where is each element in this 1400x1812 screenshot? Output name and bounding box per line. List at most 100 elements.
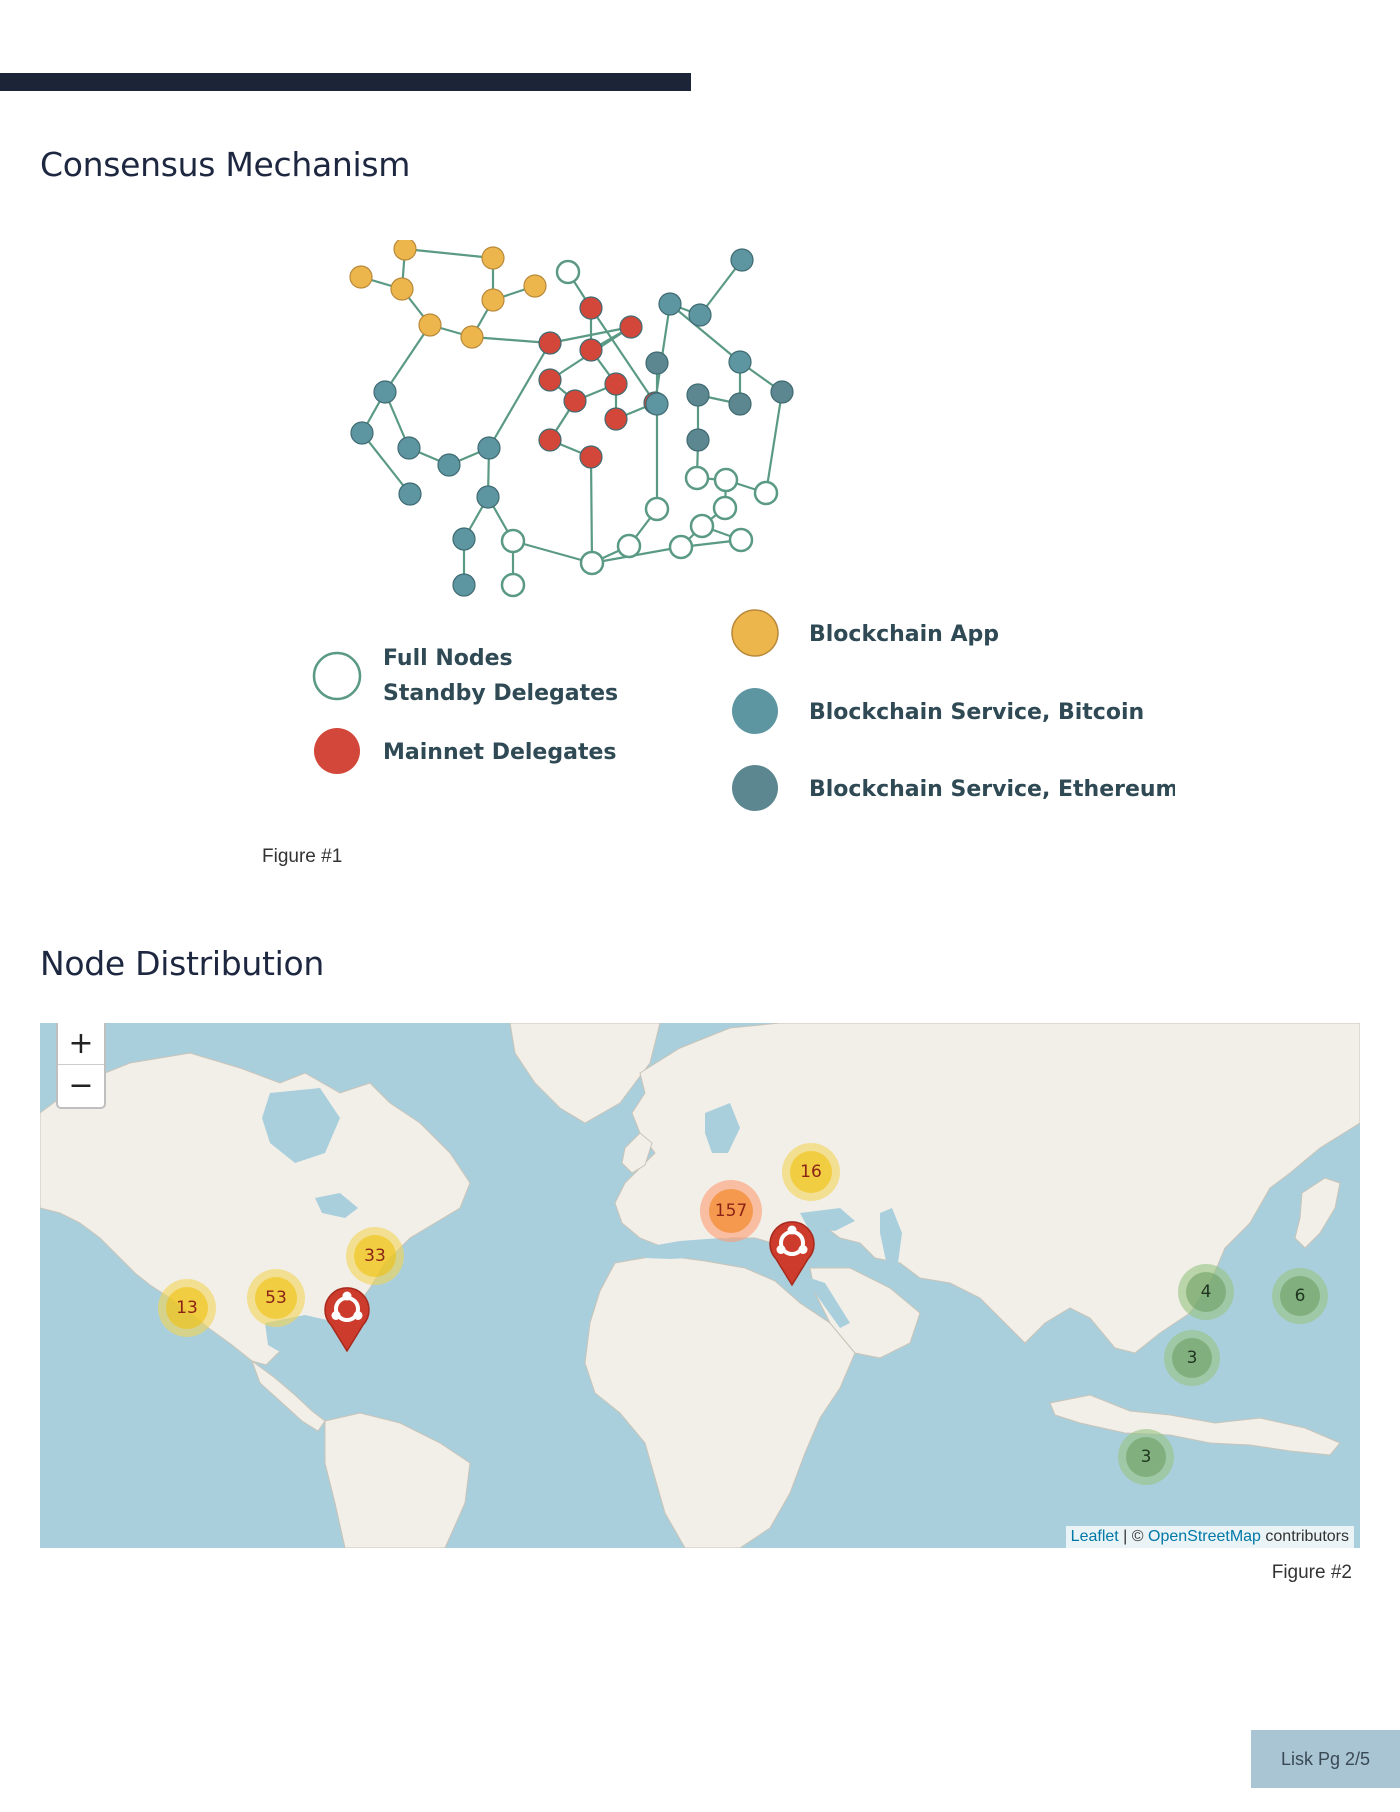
network-node-app: [481, 288, 505, 312]
cluster-count: 3: [1172, 1338, 1212, 1378]
network-node-bitcoin: [476, 485, 500, 509]
cluster-marker-japan[interactable]: 6: [1272, 1268, 1328, 1324]
network-node-bitcoin: [373, 380, 397, 404]
network-node-full: [644, 496, 670, 522]
water-great-lakes: [315, 1193, 358, 1218]
water-baltic: [705, 1103, 740, 1153]
zoom-in-button[interactable]: +: [68, 1026, 94, 1061]
network-node-app: [460, 325, 484, 349]
network-node-full: [500, 572, 526, 598]
network-node-ethereum: [770, 380, 794, 404]
network-node-full: [689, 513, 715, 539]
map-attribution: Leaflet | © OpenStreetMap contributors: [1065, 1526, 1354, 1548]
network-node-mainnet: [579, 445, 603, 469]
cluster-marker-hong-kong[interactable]: 3: [1164, 1330, 1220, 1386]
network-node-bitcoin: [452, 573, 476, 597]
network-node-mainnet: [538, 428, 562, 452]
water-hudson-bay: [262, 1088, 340, 1163]
network-node-bitcoin: [437, 453, 461, 477]
network-node-app: [418, 313, 442, 337]
network-node-mainnet: [619, 315, 643, 339]
node-distribution-map[interactable]: + − 13 53 33 157 16 4 6 3 3 Lea: [40, 1023, 1360, 1548]
leaflet-link[interactable]: Leaflet: [1070, 1528, 1119, 1545]
network-node-app: [349, 265, 373, 289]
network-edge: [512, 539, 593, 565]
cluster-count: 3: [1126, 1437, 1166, 1477]
legend: Full Nodes Standby Delegates Mainnet Del…: [312, 609, 1175, 811]
legend-mainnet-swatch: [314, 728, 360, 774]
network-node-mainnet: [538, 368, 562, 392]
network-edge: [764, 391, 784, 494]
cluster-marker-singapore[interactable]: 3: [1118, 1429, 1174, 1485]
network-node-full: [500, 528, 526, 554]
network-node-ethereum: [728, 392, 752, 416]
section-title-consensus: Consensus Mechanism: [40, 145, 411, 184]
page-number-badge: Lisk Pg 2/5: [1251, 1730, 1400, 1788]
network-edge: [404, 247, 494, 260]
header-accent-bar: [0, 73, 691, 91]
cluster-count: 33: [354, 1235, 396, 1277]
land-central-america: [250, 1359, 326, 1432]
network-edges: [360, 247, 784, 585]
network-node-mainnet: [563, 389, 587, 413]
ubuntu-icon[interactable]: [766, 1219, 818, 1287]
network-nodes: [349, 240, 794, 598]
network-node-mainnet: [579, 338, 603, 362]
cluster-count: 4: [1186, 1272, 1226, 1312]
legend-mainnet-label: Mainnet Delegates: [383, 740, 616, 765]
world-landmasses: [40, 1023, 1360, 1548]
network-node-bitcoin: [397, 436, 421, 460]
attribution-tail: contributors: [1260, 1528, 1349, 1545]
land-uk: [621, 1132, 653, 1174]
network-node-bitcoin: [452, 527, 476, 551]
network-node-full: [728, 527, 754, 553]
network-node-mainnet: [604, 407, 628, 431]
figure-caption-1: Figure #1: [262, 846, 343, 867]
legend-full-node-swatch: [312, 651, 362, 701]
legend-bitcoin-swatch: [732, 688, 778, 734]
cluster-count: 13: [166, 1287, 208, 1329]
legend-full-nodes-label: Full Nodes: [383, 646, 513, 671]
network-node-bitcoin: [477, 436, 501, 460]
land-europe-asia: [614, 1023, 1360, 1354]
osm-link[interactable]: OpenStreetMap: [1148, 1528, 1261, 1545]
land-south-america: [324, 1412, 471, 1548]
cluster-marker-china[interactable]: 4: [1178, 1264, 1234, 1320]
network-node-bitcoin: [645, 392, 669, 416]
network-edge: [488, 342, 551, 449]
legend-ethereum-swatch: [732, 765, 778, 811]
land-arabia: [809, 1267, 921, 1359]
zoom-out-button[interactable]: −: [58, 1064, 104, 1106]
water-mediterranean: [640, 1238, 785, 1259]
network-node-mainnet: [579, 296, 603, 320]
network-edge: [589, 456, 594, 564]
consensus-network-diagram: Full Nodes Standby Delegates Mainnet Del…: [312, 240, 1175, 811]
legend-app-label: Blockchain App: [809, 622, 999, 647]
ubuntu-icon[interactable]: [321, 1285, 373, 1353]
network-node-app: [481, 246, 505, 270]
network-node-mainnet: [604, 372, 628, 396]
network-node-full: [753, 480, 779, 506]
network-node-app: [393, 240, 417, 261]
cluster-marker-east-us[interactable]: 33: [346, 1227, 404, 1285]
network-node-ethereum: [686, 383, 710, 407]
cluster-marker-eastern-europe[interactable]: 16: [782, 1143, 840, 1201]
section-title-distribution: Node Distribution: [40, 944, 325, 983]
network-node-full: [713, 467, 739, 493]
network-node-bitcoin: [398, 482, 422, 506]
cluster-marker-western-europe[interactable]: 157: [700, 1180, 762, 1242]
land-africa: [584, 1254, 856, 1548]
network-node-bitcoin: [728, 350, 752, 374]
network-node-full: [712, 495, 738, 521]
land-indonesia: [1049, 1394, 1341, 1456]
network-node-bitcoin: [688, 303, 712, 327]
water-caspian: [880, 1208, 902, 1263]
water-black-sea: [800, 1208, 855, 1231]
cluster-marker-central-us[interactable]: 53: [247, 1269, 305, 1327]
network-node-app: [523, 274, 547, 298]
network-node-full: [616, 533, 642, 559]
cluster-count: 53: [255, 1277, 297, 1319]
network-edge: [361, 432, 411, 495]
cluster-marker-california[interactable]: 13: [158, 1279, 216, 1337]
legend-bitcoin-label: Blockchain Service, Bitcoin: [809, 700, 1144, 725]
